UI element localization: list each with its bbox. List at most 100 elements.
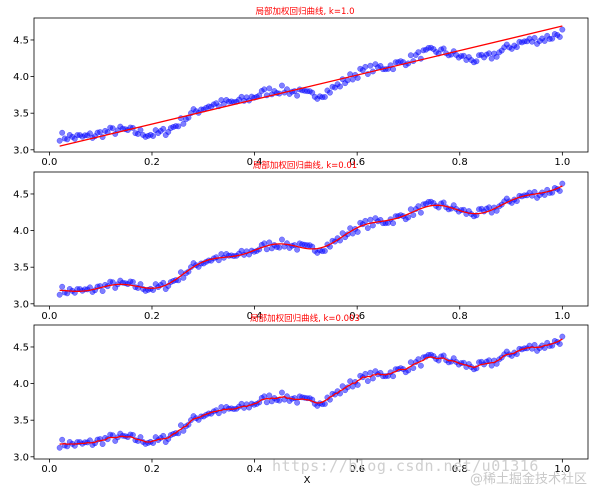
data-point — [559, 180, 566, 187]
data-point — [294, 399, 301, 406]
data-point — [150, 133, 157, 139]
y-tick-label: 4.0 — [13, 379, 29, 390]
data-point — [137, 434, 144, 441]
x-tick-label: 0.2 — [144, 157, 160, 168]
watermark-handle: @稀土掘金技术社区 — [470, 472, 588, 487]
x-tick-label: 1.0 — [554, 157, 570, 168]
x-tick-label: 0.0 — [41, 311, 57, 322]
data-point — [294, 246, 301, 253]
x-tick-label: 1.0 — [554, 311, 570, 322]
data-point — [56, 137, 63, 144]
y-tick-label: 3.0 — [13, 145, 29, 156]
fit-curve — [59, 185, 563, 292]
data-point — [137, 281, 144, 288]
data-point — [56, 444, 63, 451]
data-point — [321, 247, 328, 254]
data-point — [410, 365, 417, 372]
data-point — [440, 45, 447, 52]
plot-area — [33, 324, 589, 460]
data-point — [160, 432, 167, 439]
data-point — [531, 34, 538, 41]
data-point — [59, 436, 66, 443]
data-point — [493, 53, 500, 60]
data-point — [109, 125, 116, 132]
data-point — [59, 283, 66, 290]
data-point — [364, 378, 371, 385]
data-point — [488, 55, 495, 62]
x-tick-label: 0.4 — [247, 311, 263, 322]
chart-title: 局部加权回归曲线, k=0.01 — [253, 160, 357, 171]
data-point — [415, 203, 422, 210]
y-tick-label: 4.5 — [13, 189, 29, 200]
y-tick-label: 3.0 — [13, 452, 29, 463]
data-point — [407, 359, 414, 366]
data-point — [160, 279, 167, 286]
data-point — [59, 129, 66, 136]
x-tick-label: 0.0 — [41, 157, 57, 168]
data-point — [99, 288, 106, 295]
data-point — [513, 44, 520, 51]
data-point — [367, 62, 374, 69]
x-axis-label: X — [304, 475, 311, 486]
data-point — [276, 244, 283, 251]
data-point — [405, 214, 412, 221]
data-point — [354, 381, 361, 388]
data-point — [541, 38, 548, 44]
y-tick-label: 3.5 — [13, 416, 29, 427]
data-point — [362, 217, 369, 224]
y-tick-label: 4.0 — [13, 226, 29, 237]
data-point — [266, 85, 273, 92]
chart-panel-1: 0.0 0.2 0.4 0.6 0.8 1.0 3.0 3.5 4.0 4.5 局部加权回归曲线, … — [13, 6, 589, 168]
data-point — [486, 204, 493, 211]
data-point — [473, 58, 480, 65]
data-point — [294, 92, 301, 99]
fit-curve — [59, 338, 563, 445]
x-tick-label: 0.6 — [349, 157, 365, 168]
data-point — [326, 89, 333, 96]
data-point — [180, 427, 187, 434]
data-point — [559, 26, 566, 33]
y-tick-label: 4.0 — [13, 72, 29, 83]
y-tick-label: 3.5 — [13, 109, 29, 120]
data-point — [64, 136, 71, 143]
data-point — [278, 236, 285, 243]
x-tick-label: 0.8 — [452, 311, 468, 322]
data-point — [390, 373, 397, 380]
x-tick-label: 0.0 — [41, 464, 57, 475]
data-point — [556, 341, 563, 347]
data-point — [99, 441, 106, 448]
data-point — [180, 120, 187, 127]
data-point — [417, 362, 424, 369]
data-point — [364, 225, 371, 232]
y-tick-label: 3.0 — [13, 299, 29, 310]
data-point — [266, 392, 273, 399]
x-tick-label: 0.2 — [144, 464, 160, 475]
data-point — [87, 130, 93, 137]
data-point — [185, 421, 192, 428]
data-point — [369, 375, 376, 382]
data-point — [367, 216, 374, 223]
data-point — [321, 93, 328, 100]
data-point — [261, 86, 268, 93]
watermark-url: https://blog.csdn.net/u01316 — [272, 457, 539, 475]
y-tick-label: 3.5 — [13, 263, 29, 274]
x-tick-label: 0.8 — [452, 157, 468, 168]
data-point — [160, 125, 167, 132]
y-tick-label: 4.5 — [13, 35, 29, 46]
x-tick-label: 0.6 — [349, 311, 365, 322]
data-point — [417, 209, 424, 216]
data-point — [407, 52, 414, 59]
data-point — [129, 279, 136, 285]
data-point — [354, 228, 361, 235]
x-tick-label: 0.4 — [247, 464, 263, 475]
data-point — [261, 240, 268, 247]
data-point — [263, 399, 270, 406]
chart-title: 局部加权回归曲线, k=0.003 — [250, 313, 360, 324]
y-tick-label: 4.5 — [13, 342, 29, 353]
data-point — [415, 49, 422, 56]
data-point — [486, 50, 493, 57]
x-tick-label: 0.6 — [349, 464, 365, 475]
plot-area — [33, 171, 589, 307]
data-point — [390, 220, 397, 227]
